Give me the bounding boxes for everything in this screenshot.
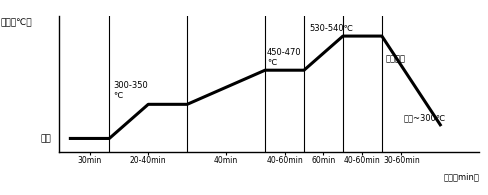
Text: 530-540℃: 530-540℃ — [309, 24, 353, 33]
Text: 450-470
℃: 450-470 ℃ — [266, 48, 301, 67]
Text: 随炉冷却: 随炉冷却 — [385, 55, 405, 64]
Text: 室温~300℃: 室温~300℃ — [403, 113, 445, 122]
Text: 室温: 室温 — [40, 134, 51, 143]
Text: 300-350
℃: 300-350 ℃ — [113, 81, 148, 100]
Text: 温度（℃）: 温度（℃） — [0, 18, 32, 27]
Text: 时间（min）: 时间（min） — [443, 173, 478, 182]
